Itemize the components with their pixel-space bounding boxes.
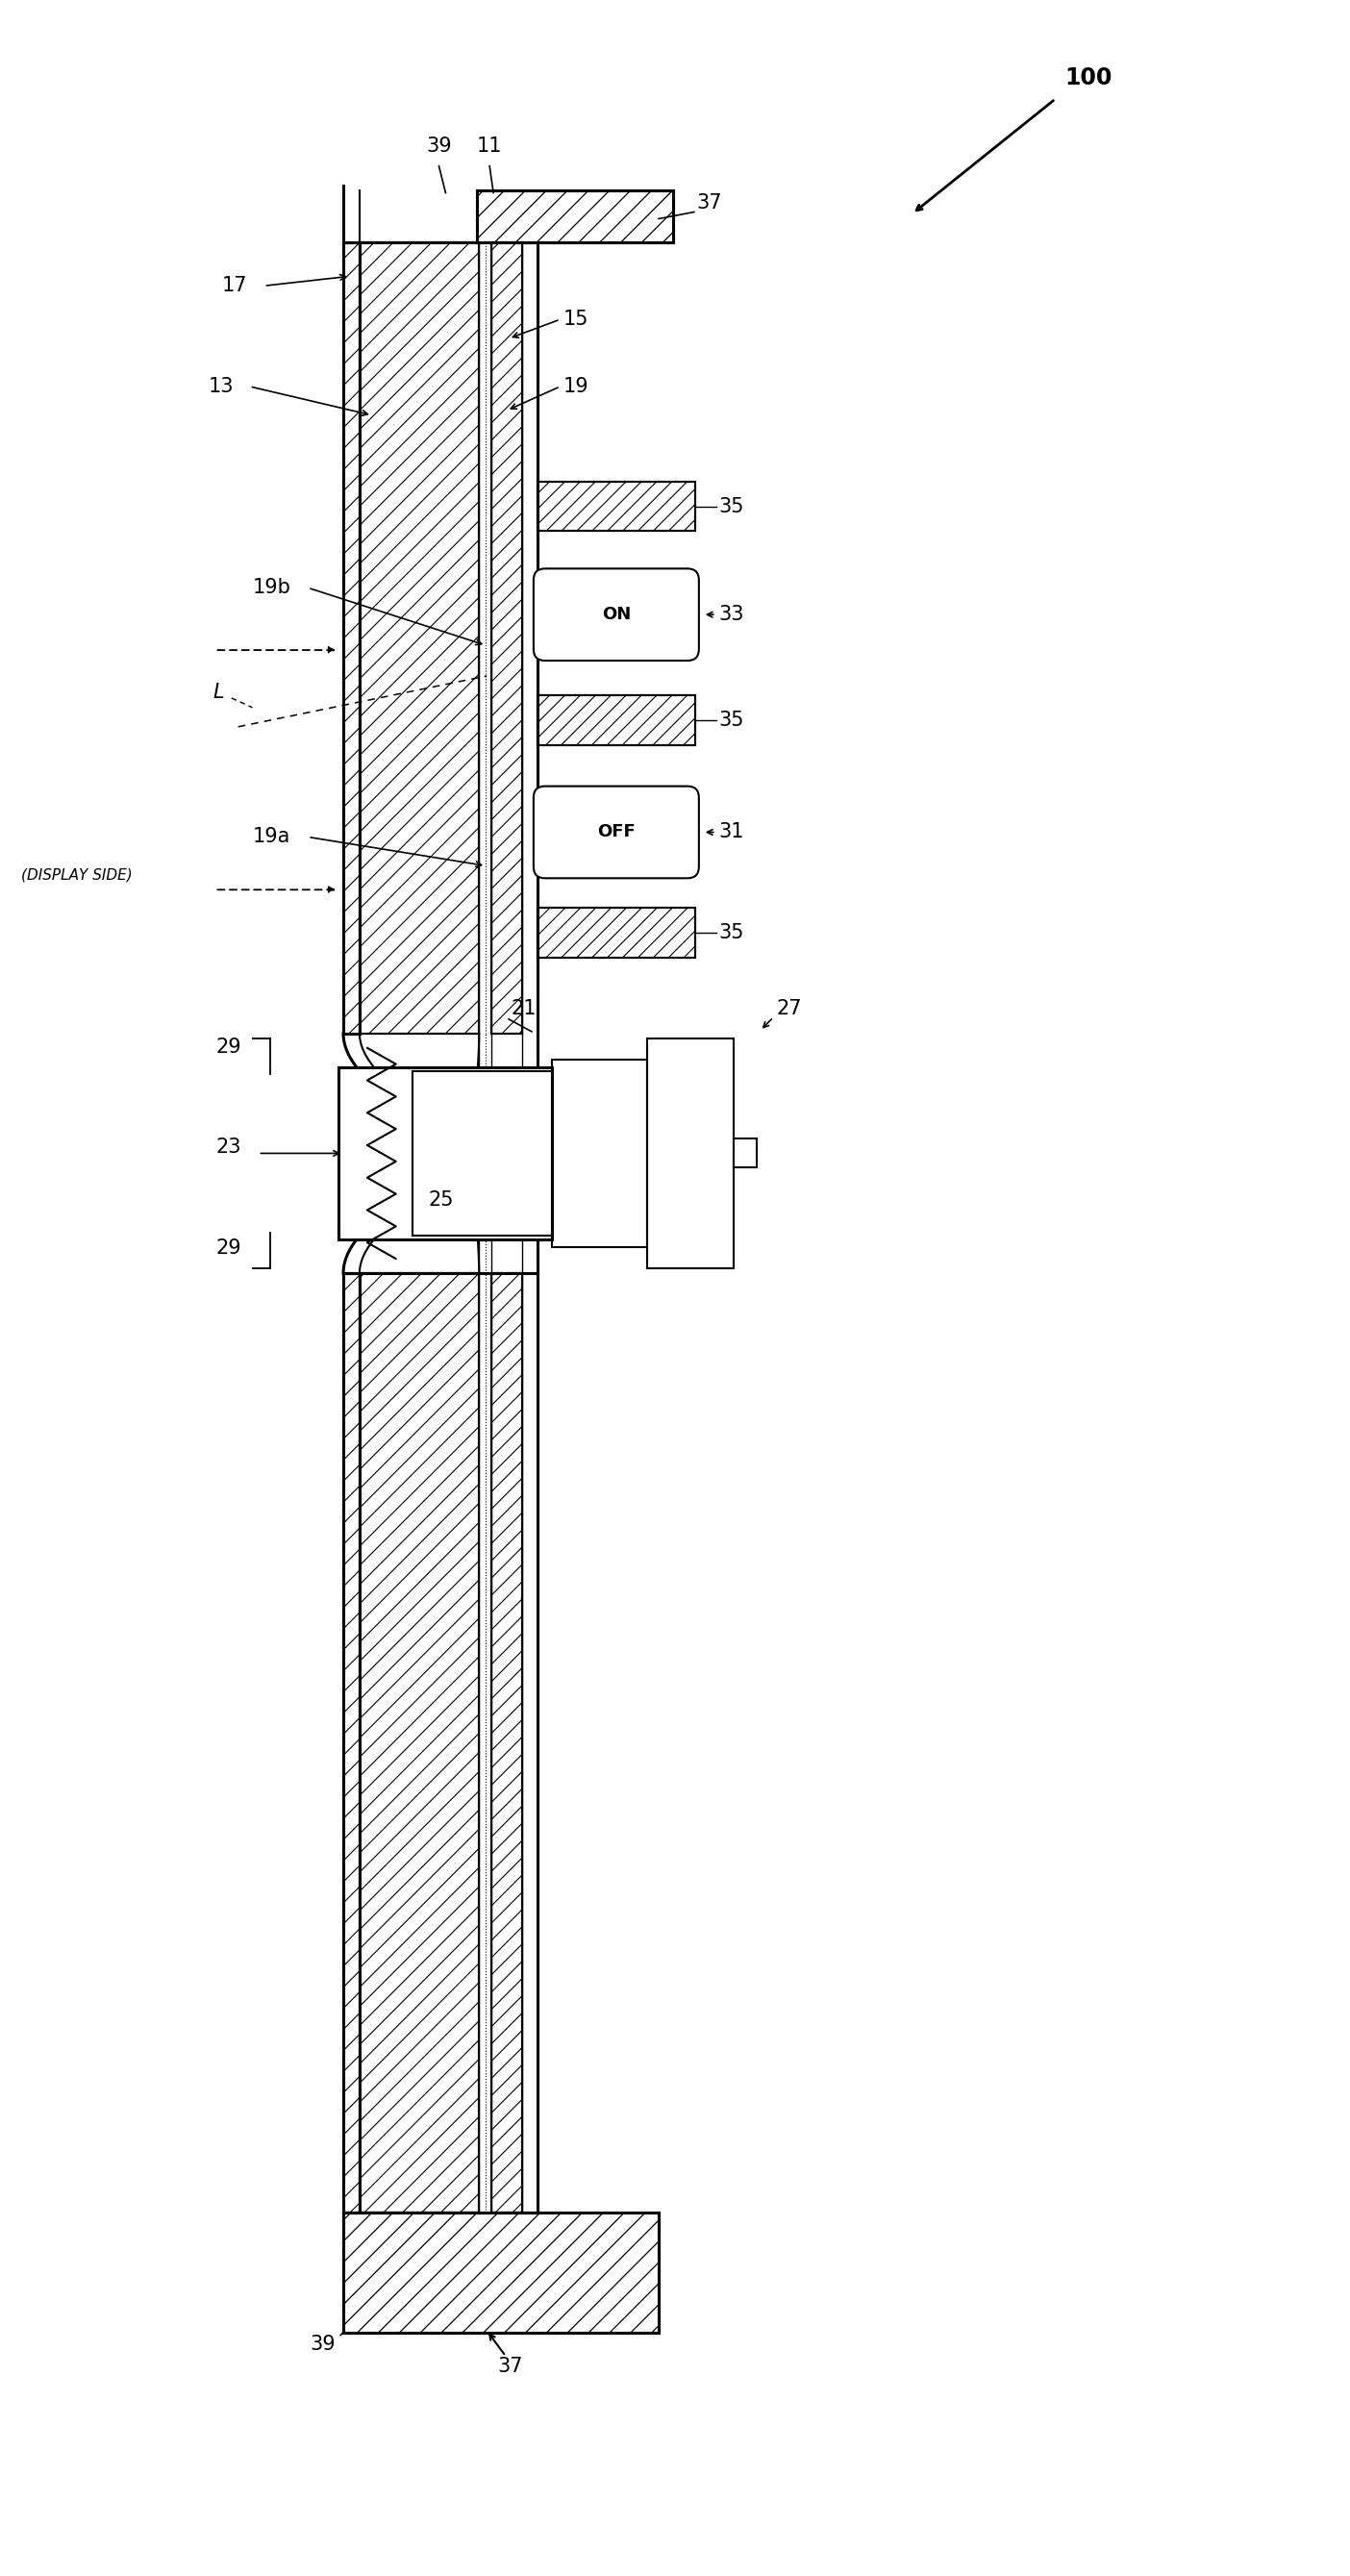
- Text: 27: 27: [776, 999, 802, 1018]
- Text: 100: 100: [1065, 67, 1112, 90]
- Text: 17: 17: [223, 276, 248, 296]
- Text: 37: 37: [697, 193, 722, 211]
- Text: 23: 23: [216, 1139, 242, 1157]
- Polygon shape: [343, 1273, 359, 2213]
- Text: 29: 29: [216, 1239, 242, 1257]
- Text: 35: 35: [720, 922, 744, 943]
- Text: ON: ON: [602, 605, 630, 623]
- Polygon shape: [477, 191, 674, 242]
- Text: 35: 35: [720, 711, 744, 729]
- Bar: [339, 1066, 552, 1239]
- Text: 33: 33: [720, 605, 744, 623]
- Bar: [733, 1139, 757, 1167]
- FancyBboxPatch shape: [533, 786, 699, 878]
- Text: 15: 15: [563, 309, 589, 330]
- Polygon shape: [343, 2213, 659, 2331]
- Text: 21: 21: [510, 999, 536, 1018]
- Text: OFF: OFF: [597, 824, 636, 840]
- Text: L: L: [213, 683, 224, 701]
- Text: 29: 29: [216, 1038, 242, 1056]
- Polygon shape: [537, 482, 695, 531]
- FancyBboxPatch shape: [533, 569, 699, 659]
- Polygon shape: [359, 242, 479, 1033]
- Polygon shape: [343, 242, 359, 1033]
- Text: 19: 19: [563, 376, 589, 397]
- Bar: [412, 1072, 552, 1236]
- Text: 13: 13: [208, 376, 234, 397]
- Bar: [647, 1038, 733, 1267]
- Text: 19b: 19b: [252, 577, 290, 598]
- Text: (DISPLAY SIDE): (DISPLAY SIDE): [22, 868, 132, 884]
- Polygon shape: [359, 1273, 479, 2213]
- Bar: [552, 1059, 647, 1247]
- Text: 19a: 19a: [252, 827, 290, 848]
- Text: 25: 25: [428, 1190, 454, 1211]
- Polygon shape: [537, 907, 695, 958]
- Polygon shape: [491, 242, 522, 1033]
- Text: 37: 37: [498, 2357, 524, 2378]
- Text: 39: 39: [310, 2334, 335, 2354]
- Text: 39: 39: [427, 137, 452, 155]
- Polygon shape: [537, 696, 695, 744]
- Text: 11: 11: [477, 137, 502, 155]
- Text: 31: 31: [720, 822, 744, 842]
- Polygon shape: [491, 1273, 522, 2213]
- Text: 35: 35: [720, 497, 744, 515]
